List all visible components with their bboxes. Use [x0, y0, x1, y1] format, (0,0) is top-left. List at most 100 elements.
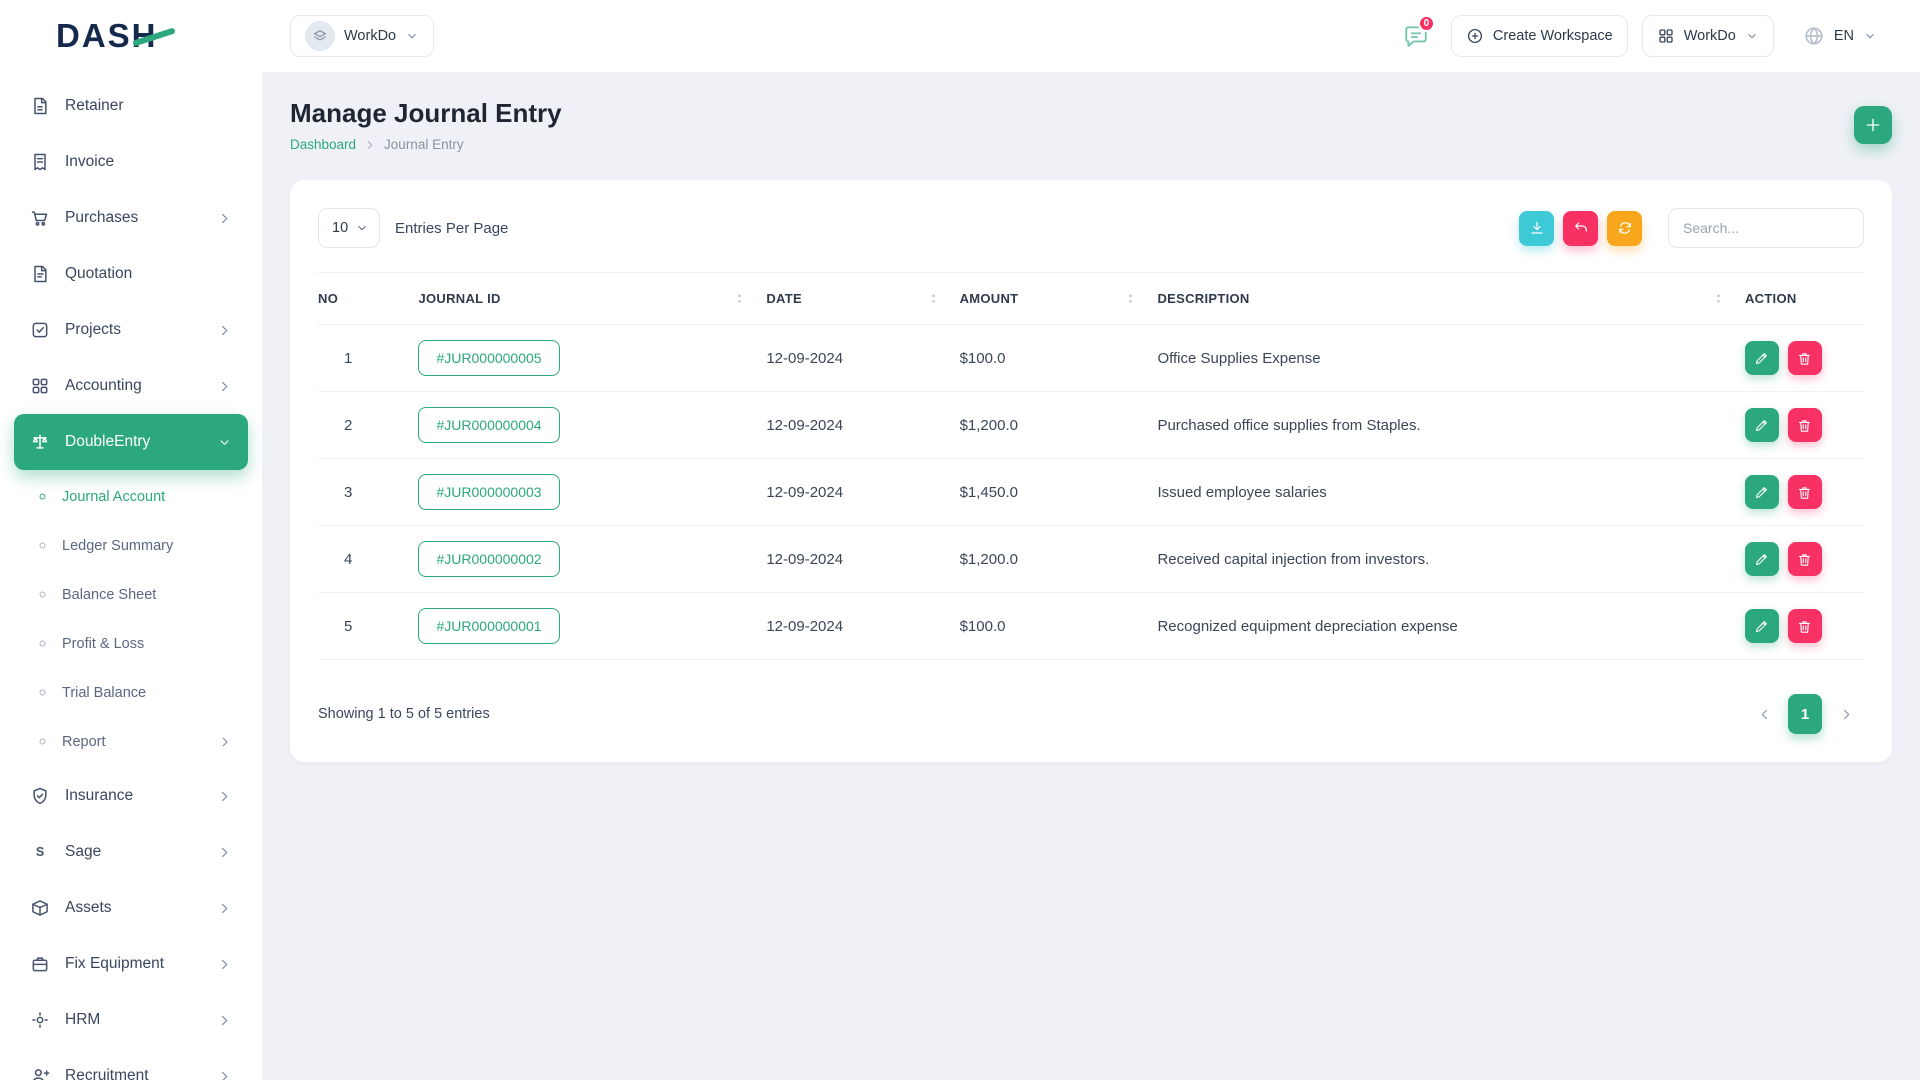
delete-button[interactable]	[1787, 609, 1822, 643]
sidebar-item-label: Purchases	[65, 209, 139, 226]
sidebar-item[interactable]: Projects	[14, 302, 248, 358]
delete-button[interactable]	[1787, 408, 1822, 442]
app-logo[interactable]: DASH	[56, 17, 176, 55]
layers-icon	[312, 28, 328, 44]
journal-id-badge[interactable]: #JUR000000003	[418, 474, 560, 510]
column-header: NO	[318, 272, 419, 325]
journal-id-badge[interactable]: #JUR000000005	[418, 340, 560, 376]
journal-entry-row: 2 #JUR000000004 12-09-2024 $1,200.0 Purc…	[318, 391, 1864, 459]
chevron-icon	[217, 1013, 232, 1028]
refresh-button[interactable]	[1607, 210, 1642, 246]
column-header[interactable]: AMOUNT	[959, 272, 1158, 325]
date-cell: 12-09-2024	[766, 324, 960, 392]
language-selector[interactable]: EN	[1787, 15, 1892, 57]
journal-entries-table: NO JOURNAL ID	[318, 272, 1864, 660]
sidebar-item[interactable]: Invoice	[14, 134, 248, 190]
bullet-circle-icon	[36, 686, 49, 699]
column-header[interactable]: DESCRIPTION	[1157, 272, 1745, 325]
entries-per-page-label: Entries Per Page	[395, 219, 509, 237]
table-footer: Showing 1 to 5 of 5 entries 1	[318, 694, 1864, 734]
sidebar-item[interactable]: Accounting	[14, 358, 248, 414]
workspace-selector[interactable]: WorkDo	[290, 15, 435, 57]
table-actions	[1510, 208, 1864, 248]
edit-button[interactable]	[1744, 341, 1779, 375]
column-header-label: JOURNAL ID	[418, 291, 501, 306]
edit-button[interactable]	[1744, 475, 1779, 509]
delete-button[interactable]	[1787, 542, 1822, 576]
breadcrumb-dashboard-link[interactable]: Dashboard	[290, 137, 357, 152]
edit-button[interactable]	[1744, 542, 1779, 576]
chevron-right-icon	[1839, 707, 1854, 722]
sidebar-item-icon	[30, 786, 50, 806]
page-number-current[interactable]: 1	[1788, 694, 1822, 734]
pencil-icon	[1754, 552, 1769, 567]
pencil-icon	[1754, 351, 1769, 366]
search-input[interactable]	[1668, 208, 1864, 248]
sidebar-item[interactable]: DoubleEntry	[14, 414, 248, 470]
delete-button[interactable]	[1787, 341, 1822, 375]
journal-entries-card: 10 Entries Per Page	[290, 180, 1892, 762]
previous-page-button[interactable]	[1746, 695, 1782, 733]
sidebar-item-icon	[30, 152, 50, 172]
submenu-item[interactable]: Trial Balance	[14, 668, 248, 717]
sidebar-item[interactable]: HRM	[14, 992, 248, 1048]
submenu-item[interactable]: Report	[14, 717, 248, 766]
submenu-item[interactable]: Profit & Loss	[14, 619, 248, 668]
chevron-icon	[217, 901, 232, 916]
sidebar-item-label: Insurance	[65, 787, 134, 804]
edit-button[interactable]	[1744, 408, 1779, 442]
sidebar-item-icon	[30, 264, 50, 284]
per-page-value: 10	[332, 220, 349, 236]
sidebar-item[interactable]: Recruitment	[14, 1048, 248, 1080]
date-cell: 12-09-2024	[766, 525, 960, 593]
undo-button[interactable]	[1563, 210, 1598, 246]
journal-entry-row: 1 #JUR000000005 12-09-2024 $100.0 Office…	[318, 324, 1864, 392]
entries-per-page-select[interactable]: 10	[318, 208, 380, 248]
language-label: EN	[1833, 28, 1854, 44]
journal-id-badge[interactable]: #JUR000000002	[418, 541, 560, 577]
messages-button[interactable]: 0	[1395, 15, 1437, 57]
sidebar-item[interactable]: Sage	[14, 824, 248, 880]
pagination: 1	[1746, 694, 1864, 734]
edit-button[interactable]	[1744, 609, 1779, 643]
submenu-item[interactable]: Ledger Summary	[14, 521, 248, 570]
journal-entry-row: 3 #JUR000000003 12-09-2024 $1,450.0 Issu…	[318, 458, 1864, 526]
sidebar-item[interactable]: Quotation	[14, 246, 248, 302]
submenu-item[interactable]: Journal Account	[14, 472, 248, 521]
description-cell: Received capital injection from investor…	[1157, 525, 1745, 593]
column-header-label: NO	[318, 291, 339, 306]
workdo-menu-label: WorkDo	[1683, 28, 1736, 44]
sidebar-item-icon	[30, 898, 50, 918]
submenu-item[interactable]: Balance Sheet	[14, 570, 248, 619]
workdo-apps-menu[interactable]: WorkDo	[1641, 15, 1774, 57]
delete-button[interactable]	[1787, 475, 1822, 509]
sidebar-item[interactable]: Purchases	[14, 190, 248, 246]
journal-id-badge[interactable]: #JUR000000001	[418, 608, 560, 644]
add-journal-entry-button[interactable]	[1854, 106, 1892, 144]
chevron-icon	[217, 789, 232, 804]
sidebar-item[interactable]: Assets	[14, 880, 248, 936]
submenu-item-label: Profit & Loss	[62, 635, 145, 652]
column-header[interactable]: JOURNAL ID	[418, 272, 767, 325]
sidebar-item[interactable]: Fix Equipment	[14, 936, 248, 992]
sidebar-item-label: Assets	[65, 899, 112, 916]
date-cell: 12-09-2024	[766, 592, 960, 660]
page-content: Manage Journal Entry Dashboard Journal E…	[262, 72, 1920, 1080]
sidebar-item[interactable]: Retainer	[14, 78, 248, 134]
row-number-cell: 5	[318, 592, 419, 660]
journal-id-badge[interactable]: #JUR000000004	[418, 407, 560, 443]
next-page-button[interactable]	[1828, 695, 1864, 733]
chevron-icon	[218, 735, 232, 749]
grid-icon	[1657, 27, 1675, 45]
bullet-circle-icon	[36, 735, 49, 748]
column-header[interactable]: DATE	[766, 272, 960, 325]
export-download-button[interactable]	[1519, 210, 1554, 246]
sidebar-item[interactable]: Insurance	[14, 768, 248, 824]
sidebar-item-icon	[30, 320, 50, 340]
trash-icon	[1797, 351, 1812, 366]
chevron-icon	[217, 379, 232, 394]
journal-id-cell: #JUR000000003	[418, 458, 767, 526]
chevron-icon	[217, 435, 232, 450]
create-workspace-button[interactable]: Create Workspace	[1450, 15, 1628, 57]
sidebar-item-label: Projects	[65, 321, 121, 338]
